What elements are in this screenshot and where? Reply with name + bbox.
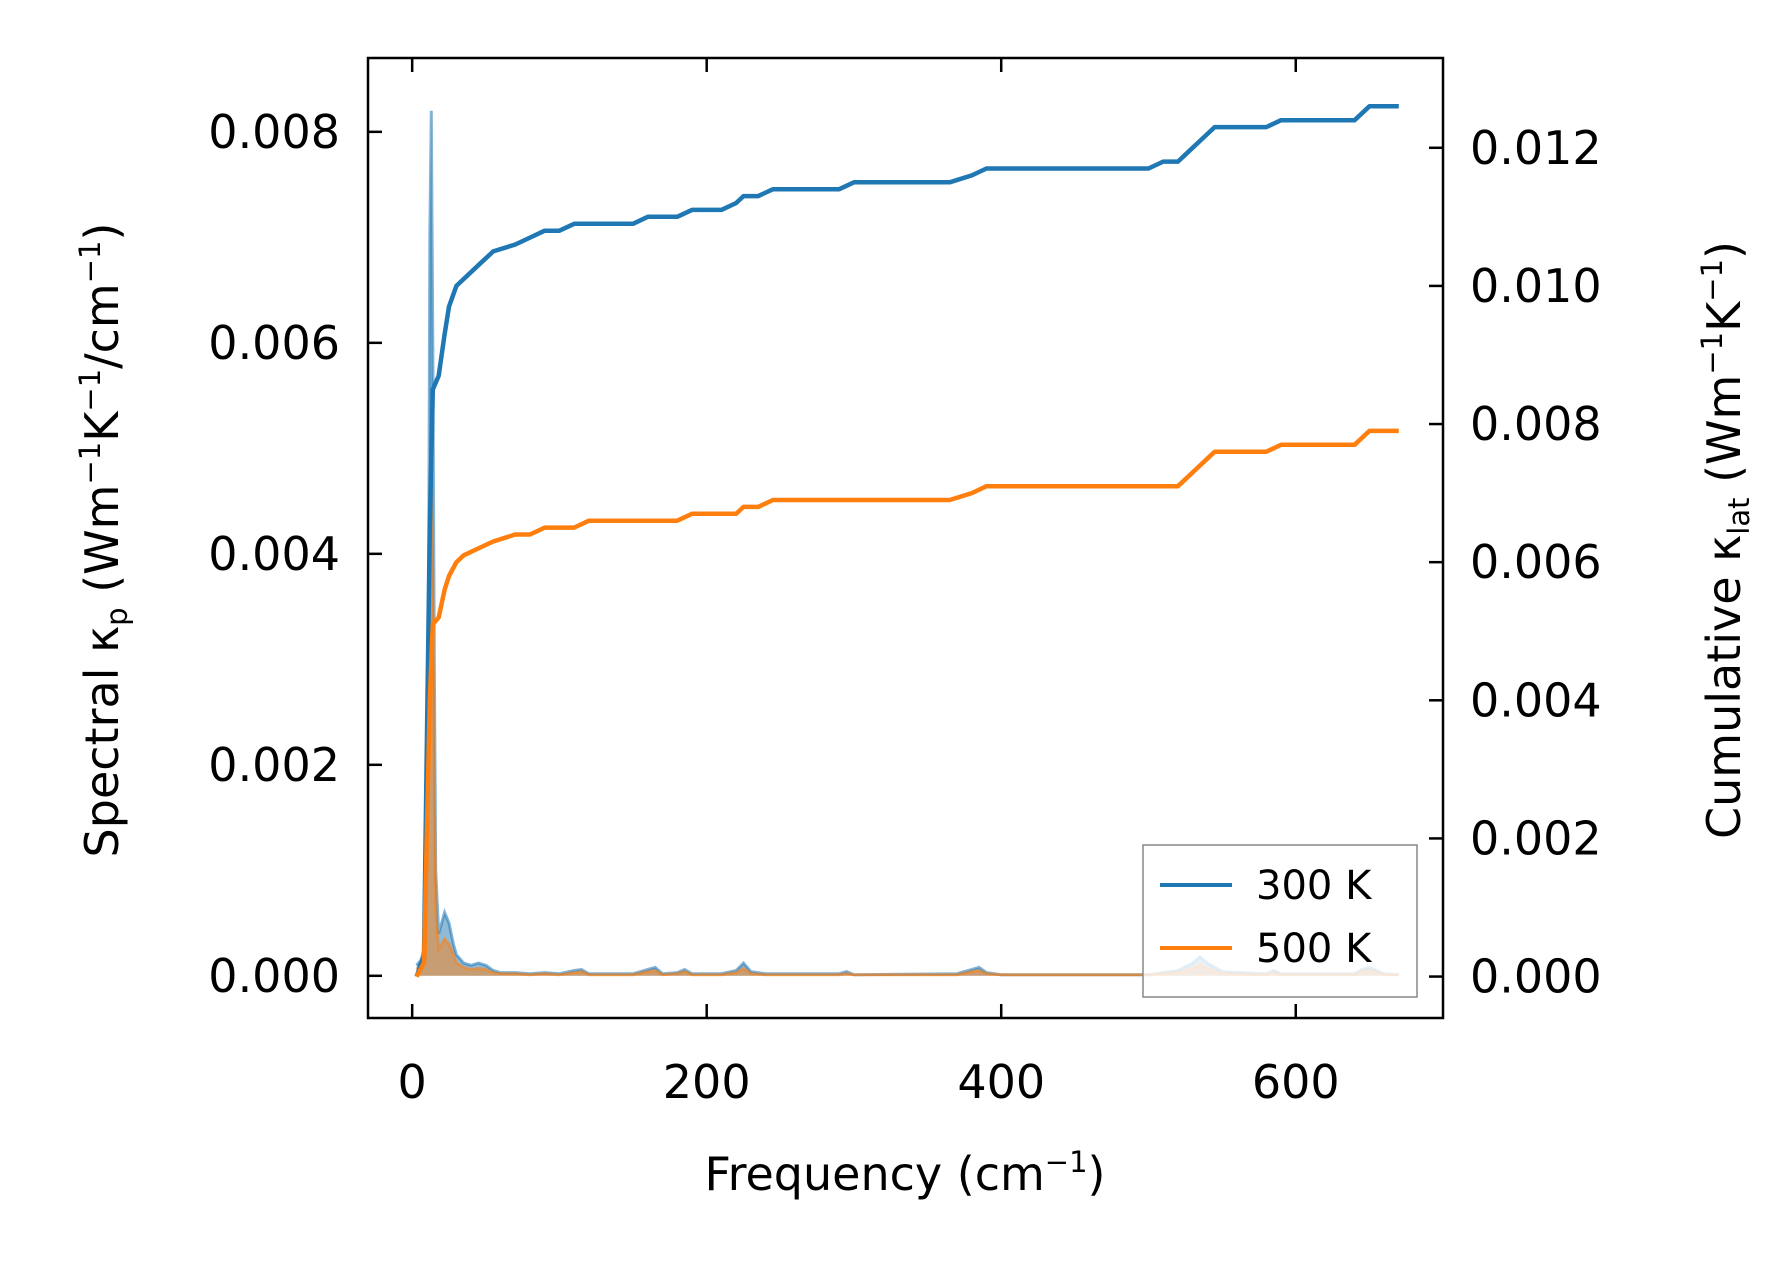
y-right-tick-label: 0.002 bbox=[1470, 811, 1602, 865]
cumulative-line-300-k bbox=[414, 104, 1399, 978]
x-tick-label: 200 bbox=[663, 1055, 751, 1109]
y-right-tick-label: 0.012 bbox=[1470, 121, 1602, 175]
y-left-tick-label: 0.000 bbox=[208, 949, 340, 1003]
y-left-axis-label: Spectral κp (Wm−1K−1/cm−1) bbox=[73, 223, 134, 858]
y-left-axis-ticks: 0.000 0.002 0.004 0.006 0.008 bbox=[208, 105, 382, 1003]
x-tick-label: 0 bbox=[398, 1055, 427, 1109]
x-tick-label: 400 bbox=[957, 1055, 1045, 1109]
y-right-tick-label: 0.006 bbox=[1470, 535, 1602, 589]
y-left-tick-label: 0.008 bbox=[208, 105, 340, 159]
legend: 300 K 500 K bbox=[1142, 844, 1418, 998]
y-right-axis-label: Cumulative κlat (Wm−1K−1) bbox=[1695, 241, 1756, 839]
y-right-tick-label: 0.008 bbox=[1470, 397, 1602, 451]
y-right-tick-label: 0.004 bbox=[1470, 673, 1602, 727]
x-axis-ticks: 0 200 400 600 bbox=[398, 58, 1340, 1109]
cumulative-layer bbox=[414, 104, 1399, 978]
y-right-tick-label: 0.000 bbox=[1470, 950, 1602, 1004]
legend-frame bbox=[1142, 844, 1418, 998]
x-axis-label: Frequency (cm−1) bbox=[704, 1145, 1105, 1201]
cumulative-line-500-k bbox=[414, 428, 1399, 978]
plot-frame bbox=[366, 56, 1445, 1020]
y-right-tick-label: 0.010 bbox=[1470, 259, 1602, 313]
legend-label-500k: 500 K bbox=[1256, 926, 1373, 972]
legend-label-300k: 300 K bbox=[1256, 863, 1373, 909]
x-tick-label: 600 bbox=[1252, 1055, 1340, 1109]
y-left-tick-label: 0.006 bbox=[208, 316, 340, 370]
y-right-axis-ticks: 0.000 0.002 0.004 0.006 0.008 0.010 0.012 bbox=[1429, 121, 1602, 1004]
y-left-tick-label: 0.002 bbox=[208, 738, 340, 792]
y-left-tick-label: 0.004 bbox=[208, 527, 340, 581]
